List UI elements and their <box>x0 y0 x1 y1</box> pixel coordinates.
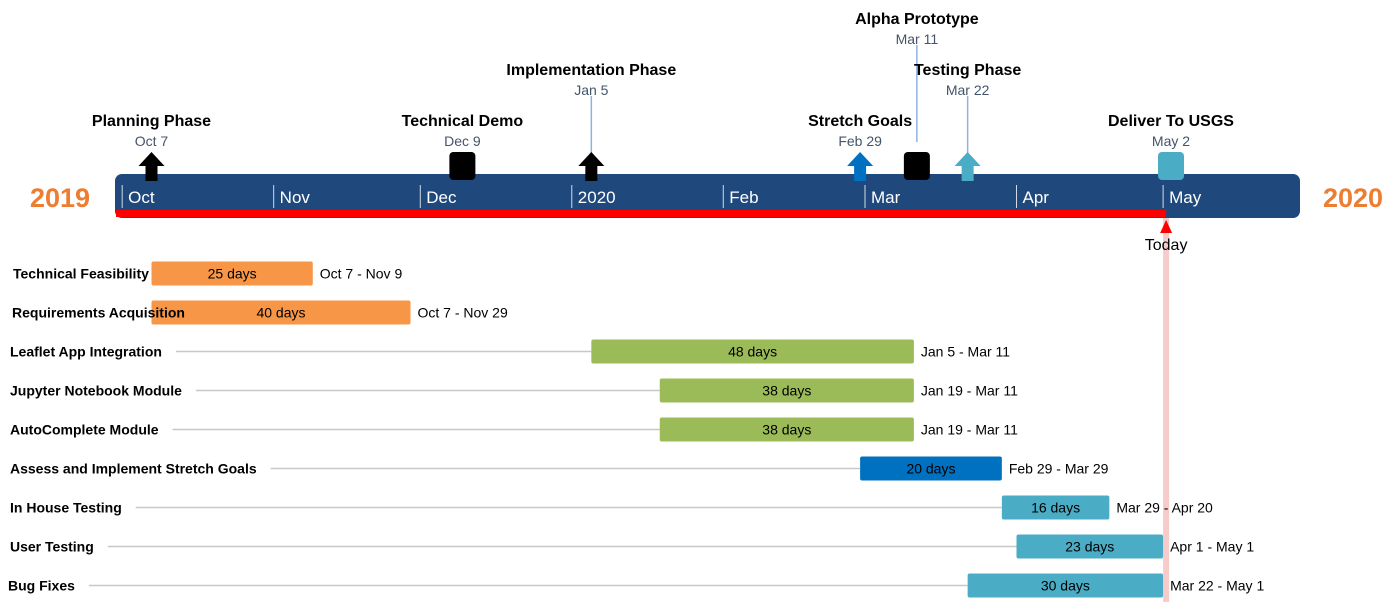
task-date-range: Mar 22 - May 1 <box>1170 578 1264 594</box>
milestone: Planning Phase Oct 7 <box>92 113 211 181</box>
task-label: In House Testing <box>10 500 122 516</box>
milestone: Implementation Phase Jan 5 <box>506 62 676 181</box>
milestone: Technical Demo Dec 9 <box>402 113 524 180</box>
task-row: Jupyter Notebook Module 38 days Jan 19 - M… <box>10 378 1018 403</box>
task-row: Assess and Implement Stretch Goals 20 day… <box>10 456 1109 481</box>
milestone: Deliver To USGS May 2 <box>1108 113 1234 180</box>
milestone-date: Mar 11 <box>896 31 939 47</box>
task-row: Bug Fixes 30 days Mar 22 - May 1 <box>8 573 1264 598</box>
task-date-range: Feb 29 - Mar 29 <box>1009 461 1109 477</box>
month-label: Oct <box>128 188 155 207</box>
milestone-square-icon <box>903 152 930 180</box>
task-duration: 40 days <box>256 305 305 321</box>
milestone-title: Stretch Goals <box>808 113 912 130</box>
task-row: Requirements Acquisition 40 days Oct 7 - N… <box>12 300 508 325</box>
month-label: Apr <box>1022 188 1049 207</box>
task-row: In House Testing 16 days Mar 29 - Apr 20 <box>10 495 1213 520</box>
year-label-left: 2019 <box>30 183 90 213</box>
task-duration: 48 days <box>728 344 777 360</box>
task-date-range: Mar 29 - Apr 20 <box>1116 500 1213 516</box>
milestone-title: Technical Demo <box>402 113 524 130</box>
task-duration: 25 days <box>208 266 257 282</box>
milestone-title: Testing Phase <box>914 62 1021 79</box>
milestone-square-icon <box>1157 152 1184 180</box>
today-label: Today <box>1145 237 1188 254</box>
task-duration: 16 days <box>1031 500 1080 516</box>
milestone-arrow-icon <box>954 152 981 181</box>
milestone-arrow-icon <box>578 152 605 181</box>
milestone-date: Jan 5 <box>574 82 608 98</box>
task-label: Requirements Acquisition <box>12 305 185 321</box>
today-marker <box>1160 220 1173 233</box>
task-bar <box>659 378 914 403</box>
milestone-title: Alpha Prototype <box>855 11 979 28</box>
task-label: Leaflet App Integration <box>10 344 162 360</box>
task-bar <box>151 300 411 325</box>
task-duration: 38 days <box>762 383 811 399</box>
milestone: Stretch Goals Feb 29 <box>808 113 912 181</box>
task-label: Technical Feasibility <box>13 266 149 282</box>
task-label: Jupyter Notebook Module <box>10 383 182 399</box>
timeline-bar <box>115 174 1300 218</box>
task-duration: 23 days <box>1065 539 1114 555</box>
task-label: Bug Fixes <box>8 578 75 594</box>
task-row: User Testing 23 days Apr 1 - May 1 <box>10 534 1254 559</box>
task-bar <box>151 261 313 286</box>
task-date-range: Jan 19 - Mar 11 <box>921 422 1018 438</box>
month-label: Mar <box>871 188 901 207</box>
task-bar <box>659 417 914 442</box>
task-row: AutoComplete Module 38 days Jan 19 - Mar 1… <box>10 417 1018 442</box>
milestone-date: Mar 22 <box>946 82 990 98</box>
milestone-title: Deliver To USGS <box>1108 113 1234 130</box>
month-label: May <box>1169 188 1202 207</box>
milestone-date: Dec 9 <box>444 133 481 149</box>
task-date-range: Oct 7 - Nov 29 <box>418 305 508 321</box>
month-label: Nov <box>280 188 311 207</box>
task-duration: 38 days <box>762 422 811 438</box>
task-bar <box>860 456 1002 481</box>
task-date-range: Jan 19 - Mar 11 <box>921 383 1018 399</box>
milestone-title: Implementation Phase <box>506 62 676 79</box>
month-label: Dec <box>426 188 457 207</box>
progress-line <box>116 210 1167 217</box>
month-label: Feb <box>729 188 758 207</box>
today-line <box>1163 218 1170 602</box>
milestone-title: Planning Phase <box>92 113 211 130</box>
task-date-range: Apr 1 - May 1 <box>1170 539 1254 555</box>
task-bar <box>1016 534 1164 559</box>
milestone-date: Feb 29 <box>838 133 882 149</box>
month-label: 2020 <box>578 188 616 207</box>
task-duration: 20 days <box>906 461 955 477</box>
task-row: Technical Feasibility 25 days Oct 7 - Nov … <box>13 261 403 286</box>
milestone: Testing Phase Mar 22 <box>914 62 1021 181</box>
task-date-range: Oct 7 - Nov 9 <box>320 266 403 282</box>
milestone-square-icon <box>449 152 476 180</box>
task-bar <box>591 339 914 364</box>
year-label-right: 2020 <box>1323 183 1383 213</box>
milestone-arrow-icon <box>847 152 874 181</box>
task-row: Leaflet App Integration 48 days Jan 5 - Ma… <box>10 339 1010 364</box>
milestone-arrow-icon <box>138 152 165 181</box>
task-label: Assess and Implement Stretch Goals <box>10 461 257 477</box>
task-label: User Testing <box>10 539 94 555</box>
milestone: Alpha Prototype Mar 11 <box>855 11 979 180</box>
task-date-range: Jan 5 - Mar 11 <box>921 344 1010 360</box>
milestone-date: Oct 7 <box>135 133 169 149</box>
task-duration: 30 days <box>1041 578 1090 594</box>
milestone-date: May 2 <box>1152 133 1190 149</box>
task-bar <box>1001 495 1110 520</box>
task-label: AutoComplete Module <box>10 422 159 438</box>
task-bar <box>967 573 1164 598</box>
